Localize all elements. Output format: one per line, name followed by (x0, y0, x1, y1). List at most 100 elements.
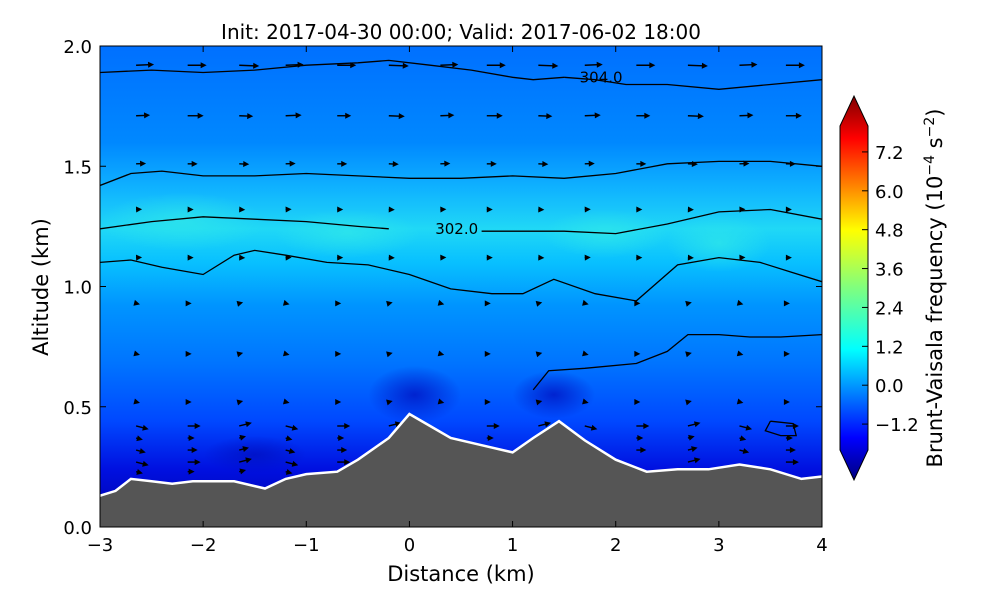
wind-arrow (386, 399, 393, 406)
y-tick-label: 1.5 (63, 157, 92, 178)
wind-arrow (486, 435, 494, 442)
wind-arrow (239, 446, 249, 452)
wind-arrow (337, 160, 348, 167)
wind-arrow (636, 160, 647, 167)
wind-arrow (239, 161, 250, 168)
contour-line (481, 208, 822, 235)
wind-arrow (285, 112, 302, 119)
wind-arrow (388, 161, 399, 168)
y-tick-label: 0.0 (63, 518, 92, 539)
wind-arrow (185, 350, 192, 357)
wind-arrow (582, 299, 589, 306)
wind-arrow (538, 113, 553, 120)
field-anomaly (203, 435, 307, 475)
x-tick-label: −1 (293, 535, 320, 556)
wind-arrow (687, 434, 695, 441)
contour-line (564, 76, 822, 90)
wind-arrow (584, 254, 591, 261)
wind-arrow (285, 460, 299, 467)
wind-arrow (739, 206, 746, 213)
contour-line (764, 420, 798, 437)
wind-arrow (239, 254, 246, 261)
wind-arrow (236, 351, 244, 358)
x-tick-label: 0 (404, 535, 415, 556)
wind-arrow (337, 112, 352, 119)
wind-arrow (239, 457, 252, 464)
wind-arrow (187, 435, 195, 442)
wind-arrow (285, 469, 293, 475)
wind-arrow (484, 350, 491, 357)
wind-arrow (739, 435, 747, 442)
wind-arrow (486, 160, 497, 167)
wind-arrow (282, 299, 290, 306)
wind-arrow (785, 447, 796, 454)
wind-arrow (783, 350, 790, 357)
wind-arrow (388, 421, 402, 428)
wind-arrow (136, 160, 147, 167)
wind-arrow (437, 398, 445, 405)
wind-arrow (584, 206, 591, 213)
wind-arrow (785, 112, 802, 119)
wind-arrow (337, 62, 357, 69)
wind-arrow (236, 399, 244, 406)
wind-arrow (687, 62, 708, 69)
wind-arrow (187, 468, 195, 475)
colorbar-tick-label: −1.2 (875, 415, 919, 436)
wind-arrow (187, 112, 204, 119)
wind-arrow (636, 447, 647, 454)
wind-arrow (584, 112, 601, 119)
wind-arrow (239, 468, 247, 475)
colorbar-tick-label: 0.0 (875, 376, 904, 397)
wind-arrow (685, 399, 692, 406)
wind-arrow (486, 112, 503, 119)
wind-arrow (136, 112, 151, 119)
wind-arrow (282, 398, 290, 405)
wind-arrow (785, 459, 799, 466)
wind-arrow (687, 113, 704, 120)
wind-arrow (739, 61, 758, 68)
y-axis-label: Altitude (km) (29, 218, 53, 356)
wind-arrow (386, 351, 393, 358)
wind-arrow (133, 350, 140, 357)
chart-title: Init: 2017-04-30 00:00; Valid: 2017-06-0… (221, 20, 701, 44)
wind-arrow (440, 112, 455, 119)
contour-labels: 304.0 302.0 (435, 68, 622, 238)
wind-arrow (337, 254, 344, 261)
wind-arrow (133, 299, 140, 306)
x-axis: −3 −2 −1 0 1 2 3 4 (87, 46, 828, 556)
wind-arrow (484, 398, 491, 405)
wind-arrow (739, 424, 753, 431)
contour-label: 304.0 (580, 68, 623, 86)
wind-arrow (785, 254, 792, 261)
wind-arrow (437, 299, 445, 306)
wind-arrow (440, 206, 447, 213)
wind-arrow (535, 351, 543, 358)
wind-arrow (538, 421, 551, 428)
wind-arrow (739, 112, 754, 119)
wind-arrow (187, 422, 201, 429)
wind-arrow (486, 254, 493, 261)
wind-arrow (239, 434, 247, 441)
wind-arrow (388, 62, 409, 69)
wind-arrow (135, 424, 149, 431)
wind-arrow (685, 351, 692, 358)
wind-arrow (187, 447, 198, 454)
contour-line (532, 333, 822, 391)
wind-arrow (187, 206, 194, 213)
wind-arrow (636, 62, 656, 69)
wind-arrow (636, 254, 643, 261)
wind-arrow (484, 300, 491, 307)
wind-arrow (337, 459, 351, 466)
contour-line (100, 59, 565, 81)
wind-arrow (388, 206, 395, 213)
wind-arrow (736, 398, 744, 405)
wind-arrow (135, 206, 143, 213)
colorbar-tick-label: 2.4 (875, 298, 904, 319)
wind-arrow (185, 398, 192, 405)
wind-arrow (236, 300, 244, 307)
colorbar-tick-label: 6.0 (875, 182, 904, 203)
wind-arrow (687, 206, 694, 213)
wind-arrow (285, 61, 304, 68)
wind-arrow (636, 206, 643, 213)
